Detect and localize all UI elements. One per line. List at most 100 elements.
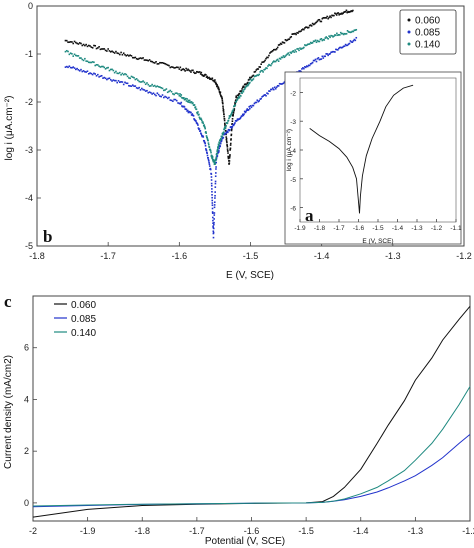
panel-b-point-0.060 <box>221 101 224 103</box>
panel-b-ytick-label: -2 <box>25 97 33 107</box>
panel-c-xtick-label: -1.4 <box>353 526 369 536</box>
panel-b-point-0.060 <box>227 157 230 160</box>
panel-b-point-0.060 <box>231 118 234 120</box>
panel-c-xtick-label: -2 <box>29 526 37 536</box>
panel-b-point-0.085 <box>312 59 315 62</box>
panel-b-point-0.085 <box>192 115 195 117</box>
panel-b-point-0.060 <box>348 11 351 13</box>
panel-b-point-0.085 <box>208 165 211 167</box>
panel-b-point-0.060 <box>108 50 111 52</box>
panel-b-point-0.060 <box>228 160 231 162</box>
panel-b-point-0.085 <box>272 87 274 89</box>
panel-b-point-0.085 <box>179 103 182 105</box>
panel-b-point-0.140 <box>241 90 244 92</box>
panel-b-point-0.085 <box>187 111 190 114</box>
panel-b-point-0.140 <box>318 40 321 43</box>
panel-b-point-0.060 <box>225 138 228 141</box>
panel-b-point-0.060 <box>313 23 316 25</box>
panel-b-point-0.060 <box>170 66 173 68</box>
panel-b-point-0.085 <box>99 75 102 78</box>
panel-b-point-0.140 <box>350 31 353 33</box>
panel-b-point-0.060 <box>343 11 345 14</box>
panel-b-point-0.085 <box>334 51 336 53</box>
panel-b-point-0.060 <box>230 133 233 136</box>
panel-b-point-0.140 <box>275 59 278 62</box>
panel-b-point-0.085 <box>245 109 248 112</box>
panel-b-point-0.060 <box>317 19 320 21</box>
panel-b-xtick-label: -1.5 <box>243 251 259 261</box>
legend-b-label-060: 0.060 <box>415 16 440 27</box>
panel-b-ytick-label: -5 <box>25 241 33 251</box>
panel-b-point-0.140 <box>169 89 172 92</box>
panel-b-point-0.140 <box>97 64 99 66</box>
panel-b-point-0.085 <box>207 160 210 162</box>
panel-b-point-0.140 <box>286 53 289 55</box>
panel-b-point-0.085 <box>134 85 137 87</box>
panel-b-point-0.060 <box>235 99 237 101</box>
panel-b-xtick-label: -1.7 <box>100 251 116 261</box>
panel-b-point-0.085 <box>211 190 213 193</box>
panel-b-point-0.140 <box>257 74 260 77</box>
panel-b-point-0.060 <box>231 123 234 125</box>
panel-b-point-0.085 <box>97 73 99 76</box>
panel-b-point-0.140 <box>99 66 102 68</box>
panel-b-point-0.060 <box>226 141 228 144</box>
panel-b-point-0.060 <box>243 86 245 88</box>
panel-b-point-0.060 <box>283 42 286 44</box>
panel-b-point-0.085 <box>323 55 326 58</box>
panel-b-point-0.140 <box>224 127 227 129</box>
panel-b-point-0.140 <box>179 93 181 95</box>
panel-b-point-0.085 <box>335 48 337 51</box>
panel-b-point-0.085 <box>139 89 142 91</box>
panel-b-point-0.140 <box>185 97 187 100</box>
panel-b-point-0.085 <box>243 113 245 115</box>
panel-b-point-0.140 <box>201 121 204 123</box>
panel-b-point-0.060 <box>297 32 299 34</box>
panel-b-point-0.140 <box>157 86 160 88</box>
panel-b-point-0.085 <box>115 79 117 82</box>
panel-c-frame <box>32 295 471 522</box>
panel-b-point-0.085 <box>282 82 285 84</box>
panel-b-point-0.060 <box>273 48 276 51</box>
panel-b-point-0.140 <box>226 122 229 124</box>
panel-b-point-0.085 <box>210 176 213 178</box>
panel-b-point-0.060 <box>339 13 341 15</box>
panel-b-point-0.060 <box>295 33 297 36</box>
panel-b-point-0.140 <box>121 72 124 75</box>
panel-b-point-0.060 <box>274 48 277 51</box>
panel-b-point-0.140 <box>273 60 276 63</box>
panel-b-point-0.085 <box>207 158 210 161</box>
panel-b-point-0.140 <box>290 52 293 54</box>
inset-a-letter: a <box>305 206 314 225</box>
legend-b-box <box>399 9 457 55</box>
panel-b-point-0.085 <box>332 50 334 53</box>
panel-b-point-0.060 <box>113 52 116 54</box>
panel-b-point-0.140 <box>120 73 122 76</box>
panel-b-point-0.085 <box>130 85 133 87</box>
panel-b-point-0.060 <box>135 57 138 60</box>
panel-b-point-0.140 <box>166 91 169 94</box>
panel-b-point-0.140 <box>201 119 203 122</box>
panel-b-point-0.085 <box>133 85 135 87</box>
panel-b-point-0.140 <box>185 100 188 102</box>
panel-b-point-0.085 <box>272 88 275 91</box>
panel-b-point-0.085 <box>211 207 214 210</box>
panel-b-point-0.140 <box>245 85 248 88</box>
panel-b-point-0.085 <box>281 82 284 85</box>
panel-b-point-0.060 <box>286 39 289 41</box>
panel-b-point-0.140 <box>262 71 264 73</box>
panel-b-point-0.140 <box>151 83 153 86</box>
panel-b-point-0.140 <box>218 142 221 145</box>
panel-b-point-0.140 <box>316 39 319 42</box>
panel-b-point-0.085 <box>251 104 254 107</box>
panel-b-point-0.060 <box>301 29 303 31</box>
panel-b-point-0.085 <box>253 102 256 105</box>
panel-b-point-0.140 <box>205 132 207 134</box>
legend-b-label-140: 0.140 <box>415 40 440 51</box>
panel-b-ytick-label: -3 <box>25 145 33 155</box>
panel-b-point-0.085 <box>214 175 217 178</box>
panel-b-point-0.140 <box>345 32 348 35</box>
panel-b-point-0.060 <box>71 41 73 43</box>
panel-b-point-0.085 <box>81 70 84 73</box>
panel-b-point-0.060 <box>77 43 80 45</box>
